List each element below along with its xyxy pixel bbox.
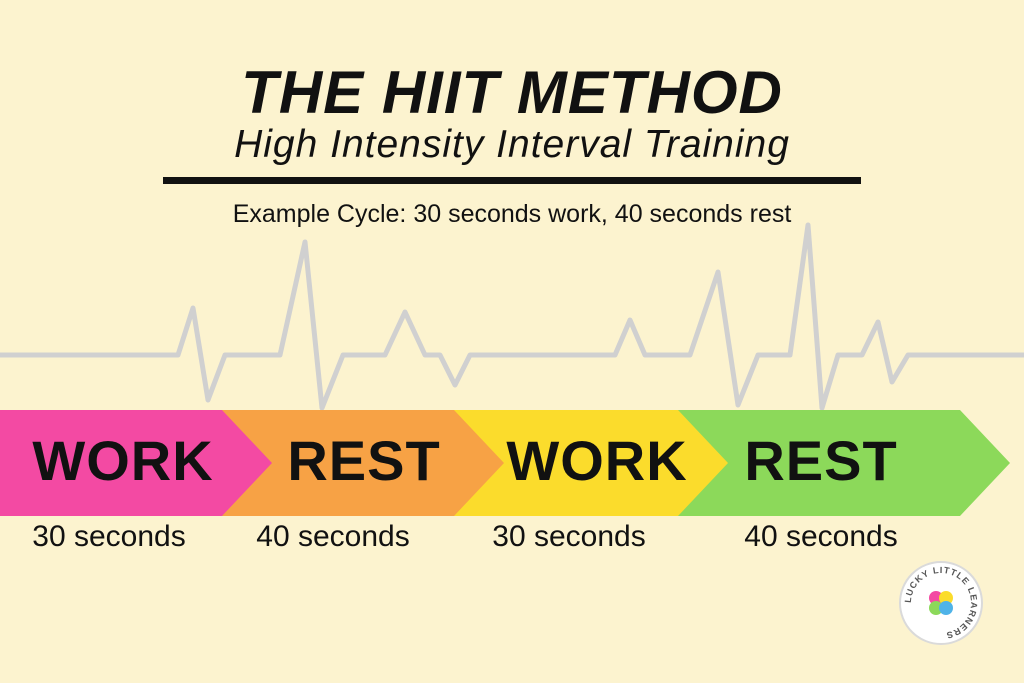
page-title: THE HIIT METHOD: [241, 59, 783, 126]
brand-logo: LUCKY LITTLE LEARNERS: [899, 561, 983, 645]
segment-duration-rest-2: 40 seconds: [744, 520, 898, 553]
segment-duration-rest-1: 40 seconds: [256, 520, 410, 553]
segment-label-rest-2: REST: [744, 429, 898, 492]
segment-label-work-1: WORK: [32, 429, 214, 492]
segment-rest-1: [222, 410, 508, 516]
segment-rest-2: [678, 410, 1010, 516]
segment-duration-work-1: 30 seconds: [32, 520, 186, 553]
title-divider: [163, 177, 861, 184]
segment-duration-work-2: 30 seconds: [492, 520, 646, 553]
segment-work-2: [454, 410, 732, 516]
segment-label-rest-1: REST: [287, 429, 441, 492]
segment-label-work-2: WORK: [506, 429, 688, 492]
segment-work-1: [0, 410, 276, 516]
page-subtitle: High Intensity Interval Training: [234, 123, 790, 166]
example-cycle-text: Example Cycle: 30 seconds work, 40 secon…: [232, 200, 792, 228]
heart-clover-icon: [929, 591, 953, 615]
heartbeat-line: [0, 222, 1024, 411]
